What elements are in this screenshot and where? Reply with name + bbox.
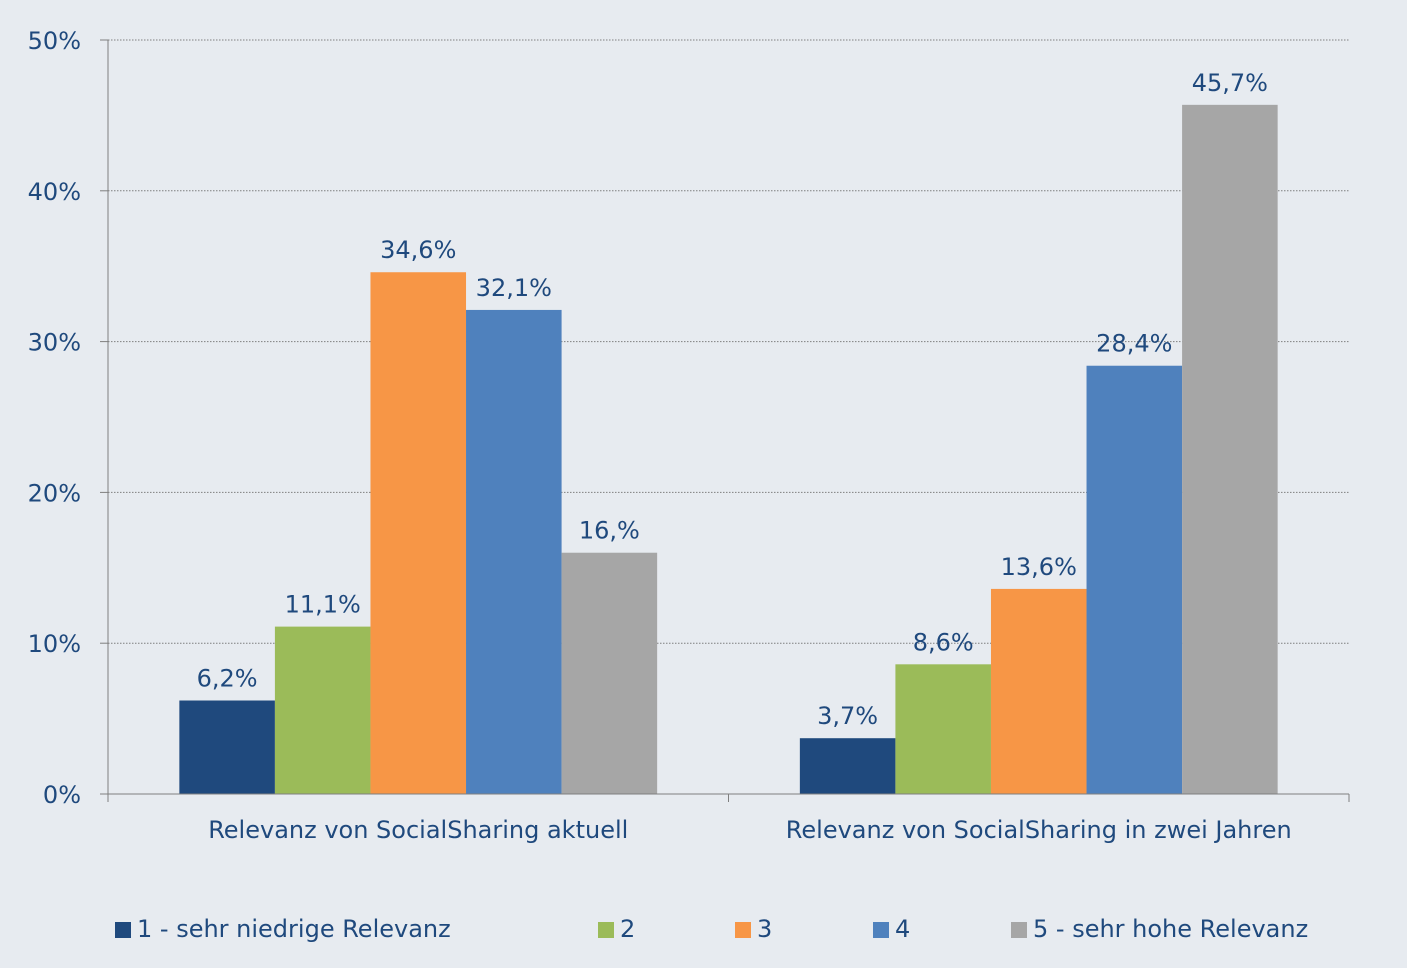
bar-value-label: 3,7%: [817, 702, 878, 730]
bar: [895, 664, 991, 794]
bar: [1182, 104, 1278, 795]
x-category-label: Relevanz von SocialSharing in zwei Jahre…: [786, 816, 1292, 844]
bars: [179, 104, 1278, 795]
y-tick-label: 50%: [28, 27, 81, 55]
bar-value-label: 16,%: [579, 517, 640, 545]
bar-value-label: 34,6%: [380, 236, 456, 264]
bar-value-label: 45,7%: [1192, 69, 1268, 97]
x-category-label: Relevanz von SocialSharing aktuell: [208, 816, 628, 844]
legend-swatch: [598, 922, 614, 938]
axes: 0% 10% 20% 30% 40% 50% Relevanz von SocialShar…: [28, 27, 1350, 844]
legend-label: 4: [895, 915, 910, 943]
legend-label: 5 - sehr hohe Relevanz: [1033, 915, 1308, 943]
legend-swatch: [1011, 922, 1027, 938]
bar: [466, 309, 562, 794]
legend-swatch: [115, 922, 131, 938]
y-tick-label: 10%: [28, 630, 81, 658]
bar: [990, 588, 1087, 794]
bar-value-label: 13,6%: [1001, 553, 1077, 581]
bar: [561, 552, 658, 794]
y-tick-label: 30%: [28, 329, 81, 357]
bar: [179, 700, 275, 794]
bar: [274, 626, 371, 794]
y-tick-label: 40%: [28, 178, 81, 206]
bar-value-label: 6,2%: [197, 665, 258, 693]
bar-value-label: 32,1%: [476, 274, 552, 302]
legend-label: 3: [757, 915, 772, 943]
y-tick-label: 20%: [28, 479, 81, 507]
legend-label: 2: [620, 915, 635, 943]
legend-label: 1 - sehr niedrige Relevanz: [137, 915, 451, 943]
bar: [799, 738, 896, 794]
bar-value-label: 8,6%: [913, 628, 974, 656]
data-labels: 6,2% 11,1% 34,6% 32,1% 16,% 3,7% 8,6% 13,6% 28,4…: [197, 69, 1268, 730]
bar-value-label: 11,1%: [285, 591, 361, 619]
bar-value-label: 28,4%: [1096, 330, 1172, 358]
legend-swatch: [735, 922, 751, 938]
bar: [370, 272, 467, 794]
bar: [1086, 365, 1183, 794]
y-tick-label: 0%: [43, 781, 81, 809]
legend-swatch: [873, 922, 889, 938]
legend: 1 - sehr niedrige Relevanz 2 3 4 5 - sehr ho…: [115, 915, 1308, 943]
